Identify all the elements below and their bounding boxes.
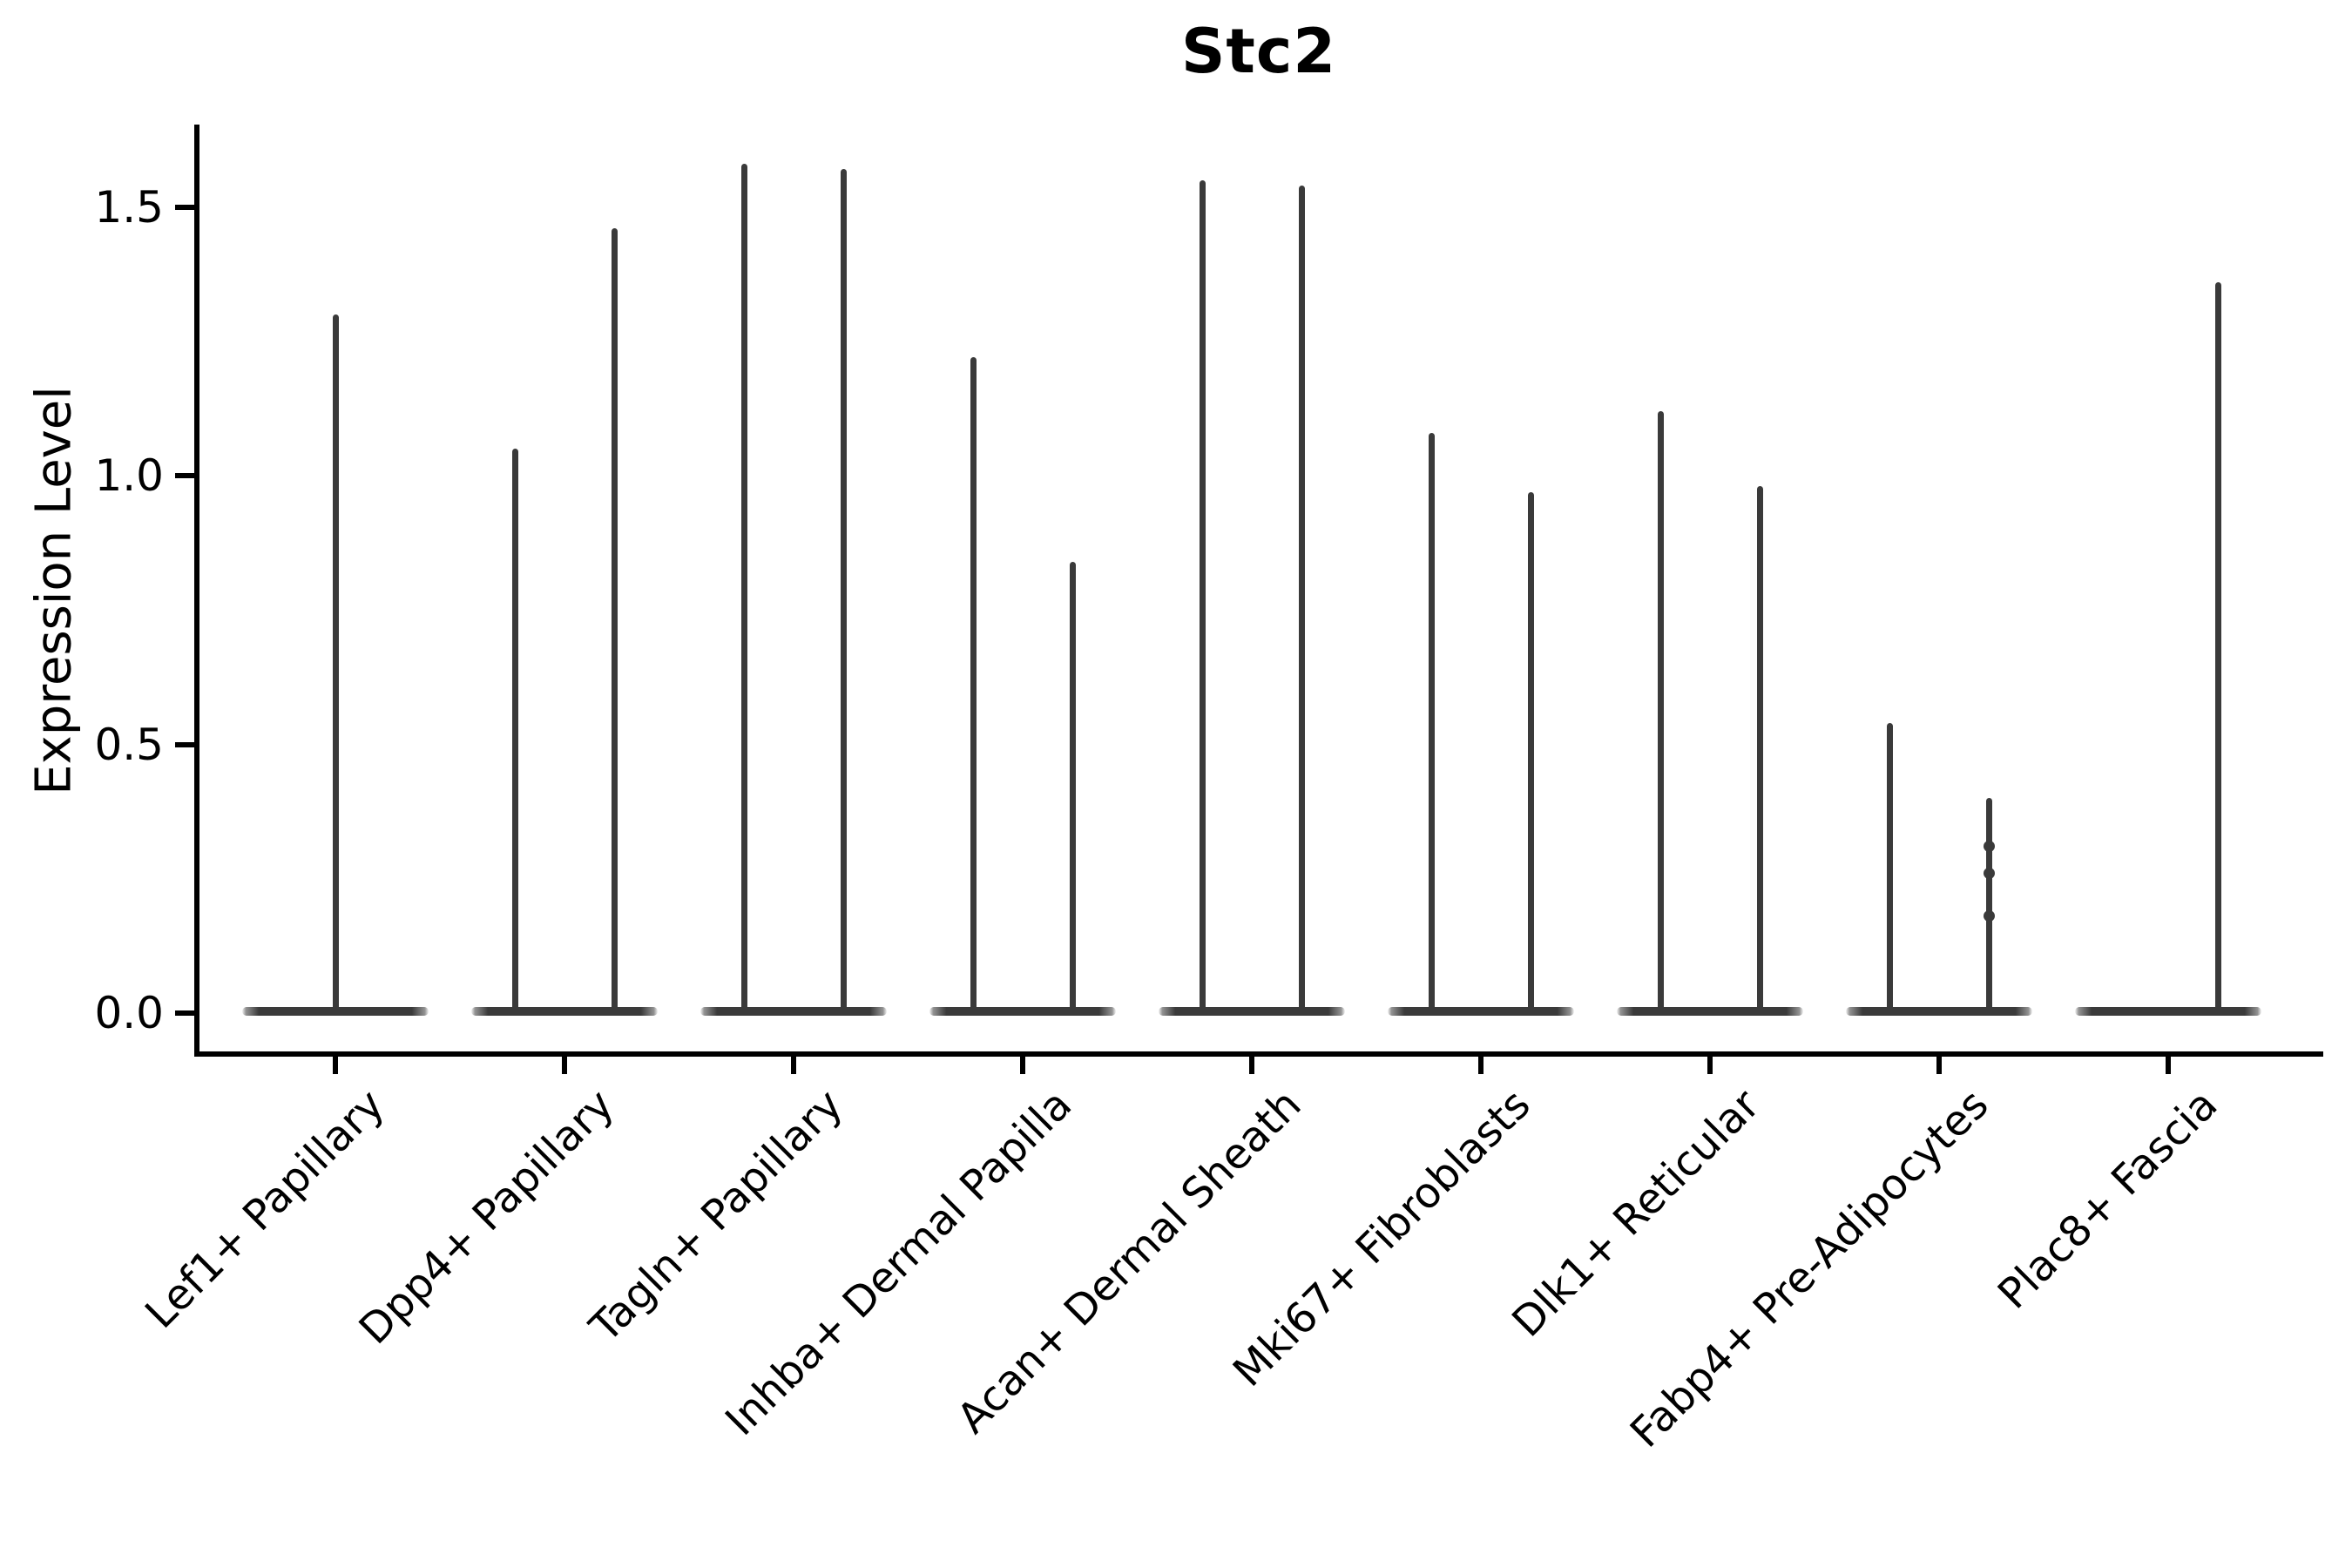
y-tick-label: 0.0 xyxy=(94,988,164,1038)
x-tick-mark xyxy=(1020,1057,1025,1074)
violin-spike xyxy=(1199,179,1206,1013)
x-tick-mark xyxy=(562,1057,567,1074)
violin-spike xyxy=(1886,722,1893,1013)
violin-spike xyxy=(1428,432,1435,1013)
violin-point-dot xyxy=(1983,910,1995,923)
violin-spike xyxy=(1069,561,1076,1013)
violin-spike xyxy=(2214,281,2221,1013)
x-tick-mark xyxy=(791,1057,796,1074)
x-tick-mark xyxy=(333,1057,338,1074)
violin-spike xyxy=(1985,798,1992,1013)
chart-title: Stc2 xyxy=(1180,16,1337,87)
y-tick-mark xyxy=(175,204,194,210)
x-tick-mark xyxy=(1478,1057,1484,1074)
x-tick-mark xyxy=(1707,1057,1713,1074)
x-tick-label: Dpp4+ Papillary xyxy=(349,1080,624,1355)
y-tick-label: 1.5 xyxy=(94,181,164,233)
violin-spike xyxy=(970,357,977,1013)
violin-point-dot xyxy=(1983,868,1995,880)
y-tick-mark xyxy=(175,741,194,747)
violin-zero-baseline xyxy=(1388,1007,1574,1016)
x-tick-label: Lef1+ Papillary xyxy=(136,1080,395,1338)
violin-spike xyxy=(332,314,339,1013)
violin-spike xyxy=(1298,185,1305,1013)
y-tick-label: 1.0 xyxy=(94,450,164,501)
x-tick-mark xyxy=(1249,1057,1254,1074)
violin-spike xyxy=(1527,491,1534,1013)
violin-zero-baseline xyxy=(471,1007,658,1016)
y-tick-label: 0.5 xyxy=(94,719,164,770)
violin-spike xyxy=(1657,410,1664,1013)
violin-zero-baseline xyxy=(1159,1007,1345,1016)
x-tick-label: Plac8+ Fascia xyxy=(1989,1080,2227,1319)
violin-zero-baseline xyxy=(2075,1007,2261,1016)
y-tick-mark xyxy=(175,1010,194,1016)
x-axis-spine xyxy=(194,1051,2323,1057)
y-axis-spine xyxy=(194,125,199,1057)
x-tick-mark xyxy=(2166,1057,2171,1074)
violin-spike xyxy=(511,449,518,1013)
violin-point-dot xyxy=(1983,841,1995,853)
violin-zero-baseline xyxy=(929,1007,1116,1016)
violin-zero-baseline xyxy=(1617,1007,1803,1016)
violin-spike xyxy=(1756,486,1763,1013)
y-tick-mark xyxy=(175,473,194,478)
violin-spike xyxy=(740,164,747,1013)
violin-spike xyxy=(840,169,847,1013)
x-tick-label: Dlk1+ Reticular xyxy=(1502,1080,1769,1347)
violin-zero-baseline xyxy=(700,1007,887,1016)
violin-spike xyxy=(611,228,618,1013)
x-tick-mark xyxy=(1936,1057,1942,1074)
violin-zero-baseline xyxy=(1846,1007,2032,1016)
x-tick-label: Tagln+ Papillary xyxy=(580,1080,853,1352)
